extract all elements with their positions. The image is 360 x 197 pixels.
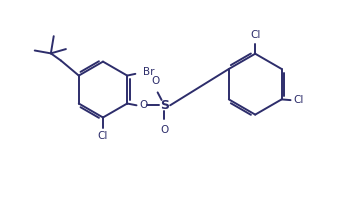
Text: Cl: Cl — [293, 95, 303, 105]
Text: Br: Br — [143, 67, 154, 77]
Text: O: O — [139, 100, 148, 110]
Text: O: O — [160, 125, 168, 135]
Text: Cl: Cl — [98, 131, 108, 141]
Text: S: S — [160, 99, 169, 112]
Text: Cl: Cl — [250, 30, 260, 40]
Text: O: O — [151, 76, 159, 86]
